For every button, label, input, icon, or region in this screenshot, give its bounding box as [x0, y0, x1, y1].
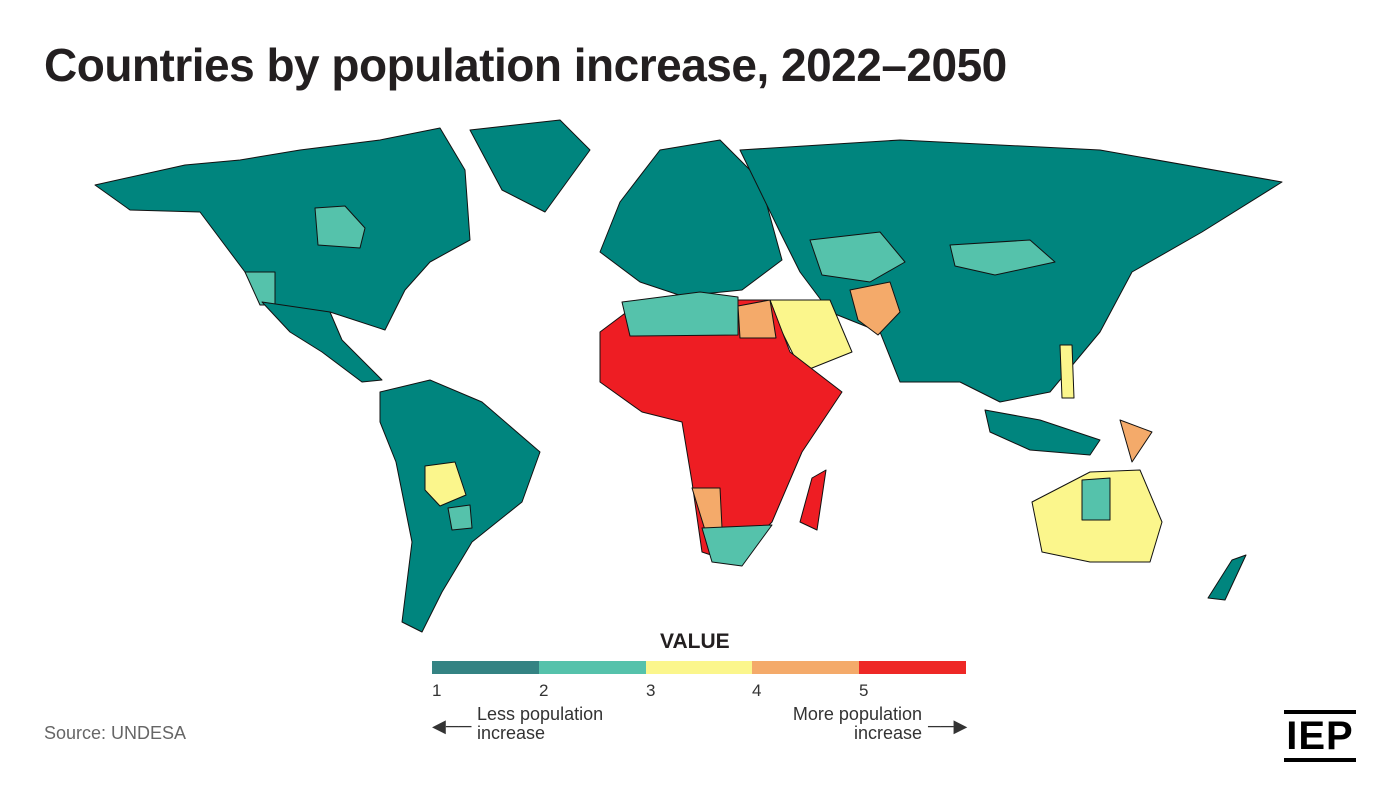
region-europe	[599, 139, 783, 297]
region-central-asia	[809, 231, 906, 283]
region-papua-new-guinea	[1119, 419, 1153, 463]
right-arrow-icon: ──▶	[928, 716, 968, 736]
legend-tick: 5	[859, 681, 869, 700]
source-note: Source: UNDESA	[44, 723, 187, 743]
region-australia-nt	[1081, 477, 1111, 521]
region-bolivia	[424, 461, 467, 507]
legend-swatch-4	[752, 661, 860, 674]
legend-swatch-2	[538, 661, 646, 674]
region-paraguay	[447, 504, 473, 531]
region-central-america	[261, 301, 383, 383]
legend-swatch-5	[859, 661, 966, 674]
region-indonesia	[984, 409, 1101, 456]
chart-title: Countries by population increase, 2022–2…	[44, 39, 1007, 91]
legend-swatch-1	[432, 661, 539, 674]
region-canada-prairie	[314, 205, 366, 249]
region-madagascar	[799, 469, 827, 531]
region-mongolia	[949, 239, 1056, 276]
region-afghanistan-pakistan	[849, 281, 901, 336]
left-arrow-icon: ◀──	[432, 716, 472, 736]
region-new-zealand	[1207, 554, 1247, 601]
legend-tick: 4	[752, 681, 762, 700]
legend-tick: 2	[539, 681, 549, 700]
region-us-west	[244, 271, 276, 306]
region-philippines	[1059, 344, 1075, 399]
legend-title: VALUE	[660, 630, 730, 653]
legend-tick: 3	[646, 681, 656, 700]
region-greenland	[469, 119, 591, 213]
region-egypt	[737, 299, 777, 339]
region-north-america	[94, 127, 471, 331]
iep-logo: IEP	[1284, 710, 1356, 762]
legend-color-scale	[432, 661, 966, 674]
more-increase-label: More population increase	[792, 704, 922, 743]
region-north-africa	[621, 291, 739, 337]
legend-swatch-3	[645, 661, 753, 674]
less-increase-label: Less population increase	[477, 704, 604, 743]
legend-tick: 1	[432, 681, 442, 700]
region-southern-africa	[701, 524, 773, 567]
